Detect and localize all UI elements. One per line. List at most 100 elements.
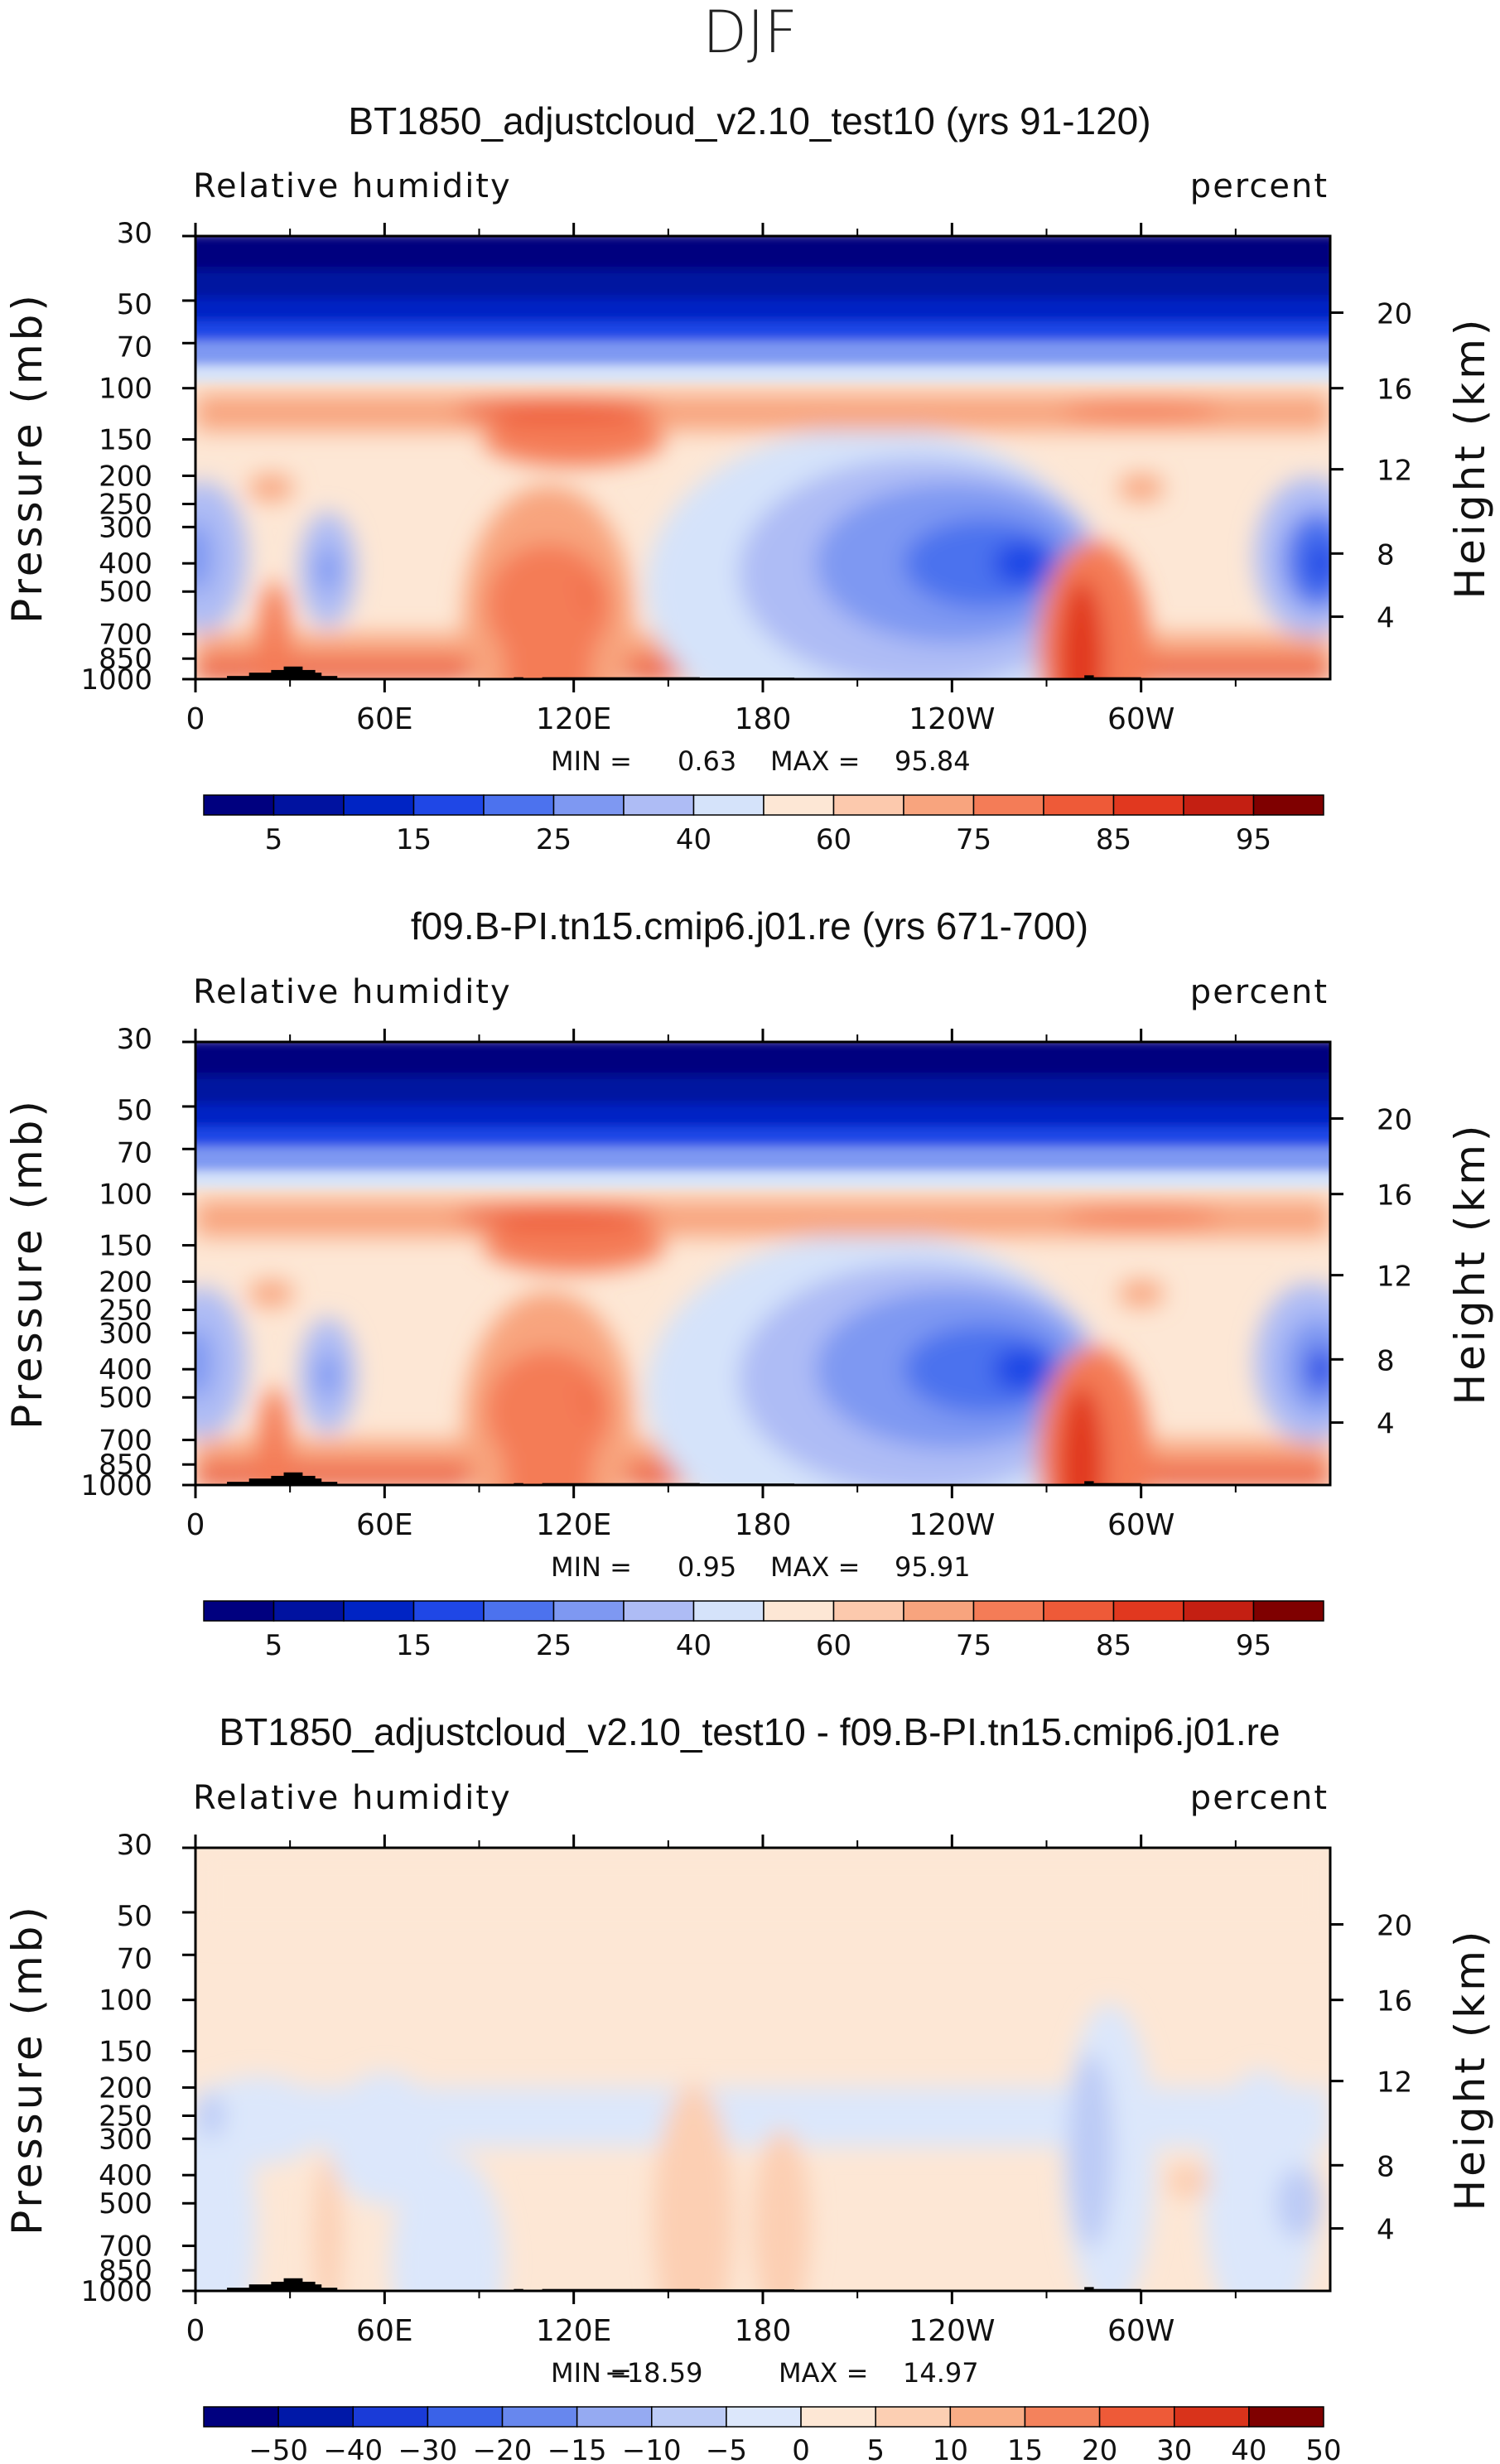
y-tick-label: 300 xyxy=(99,511,152,544)
colorbar-swatch xyxy=(875,2406,952,2428)
y-tick-label: 30 xyxy=(117,1829,152,1862)
y-tick-label: 500 xyxy=(99,2187,152,2220)
stratosphere-layer xyxy=(195,1075,1330,1107)
contour-region xyxy=(503,559,595,679)
y-tick-label: 700 xyxy=(99,1425,152,1458)
y2-tick-label: 4 xyxy=(1377,2214,1395,2247)
y-axis-title: Pressure (mb) xyxy=(3,1097,51,1430)
colorbar-swatch xyxy=(273,1600,345,1622)
heatmap-field xyxy=(195,1042,1330,1485)
y-tick-label: 100 xyxy=(99,1179,152,1212)
colorbar-label: −50 xyxy=(248,2434,308,2464)
colorbar-swatch xyxy=(412,794,485,816)
colorbar-label: 60 xyxy=(816,823,851,856)
colorbar-swatch xyxy=(501,2406,578,2428)
y-tick-label: 50 xyxy=(117,1094,152,1127)
colorbar-swatch xyxy=(1098,2406,1175,2428)
stratosphere-layer xyxy=(195,364,1330,382)
colorbar-swatch xyxy=(623,1600,695,1622)
colorbar-swatch xyxy=(203,794,275,816)
colorbar-swatch xyxy=(412,1600,485,1622)
colorbar-label: 25 xyxy=(536,823,572,856)
contour-region xyxy=(1068,2053,1114,2249)
colorbar-swatch xyxy=(483,1600,555,1622)
y-tick-label: 250 xyxy=(99,488,152,521)
colorbar-swatch xyxy=(1112,794,1184,816)
x-tick-label: 120E xyxy=(536,2314,611,2348)
contour-region xyxy=(992,1347,1050,1391)
contour-region xyxy=(1058,578,1104,679)
colorbar-label: 40 xyxy=(676,1629,711,1662)
field-shading xyxy=(195,1200,1330,1485)
y-tick-label: 850 xyxy=(99,643,152,676)
y-tick-label: 70 xyxy=(117,330,152,364)
colorbar-swatch xyxy=(692,1600,764,1622)
contour-region xyxy=(1118,1280,1165,1308)
colorbar-swatch xyxy=(552,794,625,816)
stratosphere-layer xyxy=(195,236,1330,272)
colorbar-label: 40 xyxy=(676,823,711,856)
y2-tick-label: 20 xyxy=(1377,297,1412,330)
y-tick-label: 850 xyxy=(99,1449,152,1482)
colorbar-swatch xyxy=(343,1600,415,1622)
stratosphere-layer xyxy=(195,340,1330,368)
min-value: 0.63 xyxy=(678,745,736,777)
contour-region xyxy=(456,1206,660,1228)
contour-region xyxy=(1061,402,1221,421)
variable-label: Relative humidity xyxy=(193,167,512,205)
y-tick-label: 700 xyxy=(99,2230,152,2264)
contour-region xyxy=(1307,541,1330,586)
colorbar-swatch xyxy=(1043,1600,1115,1622)
x-tick-label: 60E xyxy=(356,1508,413,1542)
y-tick-label: 700 xyxy=(99,619,152,652)
colorbar-label: −5 xyxy=(706,2434,747,2464)
topography xyxy=(283,2278,303,2291)
x-tick-label: 0 xyxy=(186,1508,205,1542)
contour-region xyxy=(257,581,292,679)
contour-region xyxy=(904,1324,1064,1414)
colorbar-label: 5 xyxy=(265,823,283,856)
contour-region xyxy=(1203,2070,1318,2291)
min-label: MIN = xyxy=(551,1551,632,1583)
colorbar-swatch xyxy=(343,794,415,816)
colorbar-label: −15 xyxy=(547,2434,607,2464)
max-value: 95.91 xyxy=(895,1551,971,1583)
stratosphere-layer xyxy=(195,321,1330,344)
colorbar-swatch xyxy=(427,2406,504,2428)
chart-title: f09.B-PI.tn15.cmip6.j01.re (yrs 671-700) xyxy=(411,904,1088,948)
y2-tick-label: 20 xyxy=(1377,1103,1412,1136)
contour-region xyxy=(654,2085,734,2291)
y2-tick-label: 4 xyxy=(1377,602,1395,635)
colorbar-label: 15 xyxy=(1007,2434,1043,2464)
colorbar-label: 15 xyxy=(396,823,432,856)
y-tick-label: 50 xyxy=(117,288,152,321)
contour-region xyxy=(483,1218,665,1272)
colorbar-label: 25 xyxy=(536,1629,572,1662)
x-tick-label: 120W xyxy=(909,702,995,736)
colorbar-label: 10 xyxy=(933,2434,968,2464)
contour-region xyxy=(753,2129,811,2291)
contour-region xyxy=(904,518,1064,608)
variable-label: Relative humidity xyxy=(193,973,512,1011)
contour-region xyxy=(195,2093,257,2291)
colorbar-swatch xyxy=(1112,1600,1184,1622)
contour-region xyxy=(483,412,665,466)
y-tick-label: 850 xyxy=(99,2254,152,2288)
x-tick-label: 120E xyxy=(536,702,611,736)
colorbar-swatch xyxy=(949,2406,1026,2428)
contour-region xyxy=(248,474,294,502)
y2-tick-label: 8 xyxy=(1377,1344,1395,1377)
contour-region xyxy=(257,1386,292,1485)
y-tick-label: 300 xyxy=(99,1317,152,1350)
colorbar-label: 75 xyxy=(956,823,991,856)
contour-region xyxy=(1276,2167,1322,2240)
colorbar-swatch xyxy=(972,794,1044,816)
contour-region xyxy=(327,2072,441,2206)
y2-tick-label: 20 xyxy=(1377,1909,1412,1942)
chart-panel-1: BT1850_adjustcloud_v2.10_test10 (yrs 91-… xyxy=(3,99,1494,856)
y-tick-label: 500 xyxy=(99,1381,152,1415)
y-axis-title: Pressure (mb) xyxy=(3,1903,51,2235)
contour-region xyxy=(456,400,660,422)
chart-title: BT1850_adjustcloud_v2.10_test10 (yrs 91-… xyxy=(348,99,1150,142)
chart-panel-3: BT1850_adjustcloud_v2.10_test10 - f09.B-… xyxy=(3,1710,1494,2464)
